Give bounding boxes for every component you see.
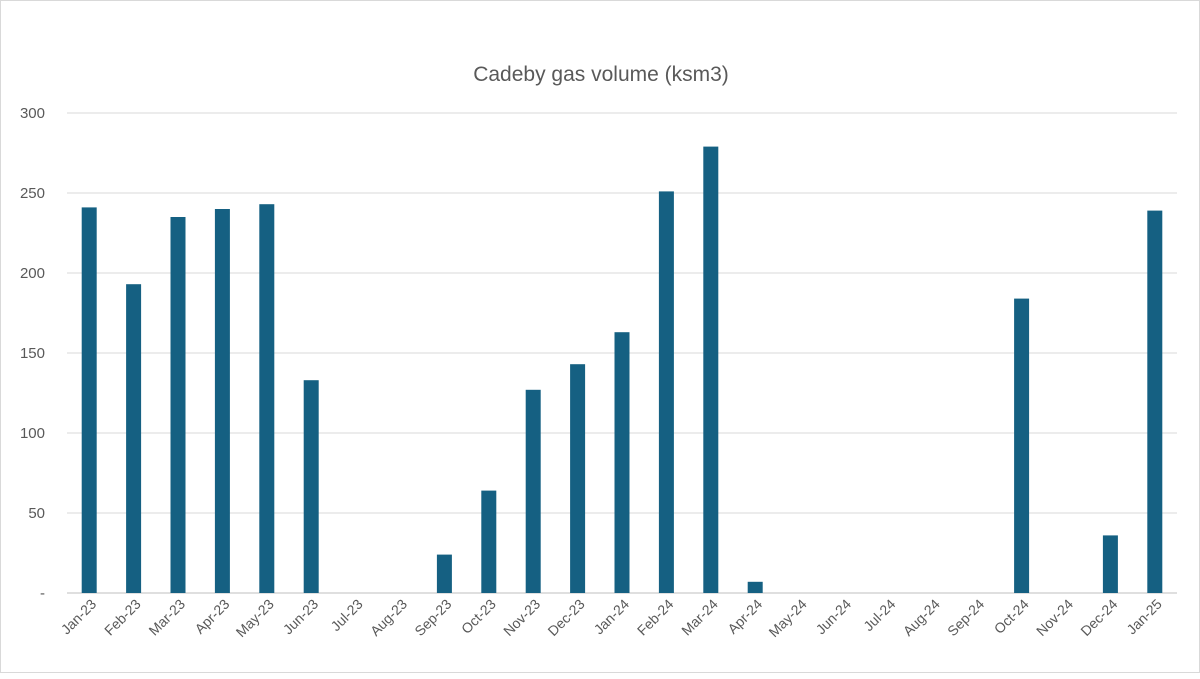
y-tick-label: 300 [20,105,45,122]
x-tick-label: Apr-24 [724,596,765,637]
bar-jun-23 [303,380,319,593]
chart-title: Cadeby gas volume (ksm3) [473,63,729,86]
bar-may-23 [259,204,275,593]
bar-feb-24 [658,191,674,593]
bar-mar-23 [170,217,186,593]
x-tick-label: Jan-25 [1123,596,1165,638]
bar-apr-24 [747,581,763,593]
bar-jan-25 [1147,210,1163,593]
x-tick-label: Oct-24 [991,596,1032,637]
bar-jan-24 [614,332,630,593]
x-tick-label: May-24 [765,596,809,640]
bar-nov-23 [525,389,541,593]
bar-mar-24 [703,146,719,593]
x-tick-label: Feb-24 [634,596,677,639]
x-tick-label: Jun-24 [813,596,855,638]
x-tick-label: Aug-24 [900,596,943,639]
x-tick-label: May-23 [233,596,277,640]
x-tick-label: Jan-23 [58,596,100,638]
x-tick-label: Nov-23 [500,596,543,639]
bar-jan-23 [81,207,97,593]
x-tick-label: Dec-24 [1077,596,1120,639]
x-tick-label: Sep-23 [411,596,454,639]
x-tick-label: Feb-23 [101,596,144,639]
y-tick-label: 200 [20,265,45,282]
bar-oct-23 [481,490,497,593]
y-tick-label: 250 [20,185,45,202]
bar-dec-23 [570,364,586,593]
x-tick-label: Jun-23 [280,596,322,638]
x-tick-label: Jul-24 [860,596,898,634]
x-tick-label: Apr-23 [191,596,232,637]
bar-feb-23 [126,284,142,593]
x-tick-label: Jan-24 [591,596,633,638]
x-tick-label: Nov-24 [1033,596,1076,639]
y-tick-label: - [40,585,45,602]
y-tick-label: 100 [20,425,45,442]
y-tick-label: 50 [28,505,45,522]
x-tick-label: Oct-23 [458,596,499,637]
x-tick-label: Mar-23 [145,596,188,639]
bar-dec-24 [1102,535,1118,593]
bar-apr-23 [214,209,230,593]
x-tick-label: Mar-24 [678,596,721,639]
x-tick-label: Jul-23 [327,596,365,634]
x-tick-label: Aug-23 [367,596,410,639]
bar-oct-24 [1014,298,1030,593]
bar-sep-23 [436,554,452,593]
x-tick-label: Sep-24 [944,596,987,639]
x-tick-label: Dec-23 [544,596,587,639]
y-tick-label: 150 [20,345,45,362]
